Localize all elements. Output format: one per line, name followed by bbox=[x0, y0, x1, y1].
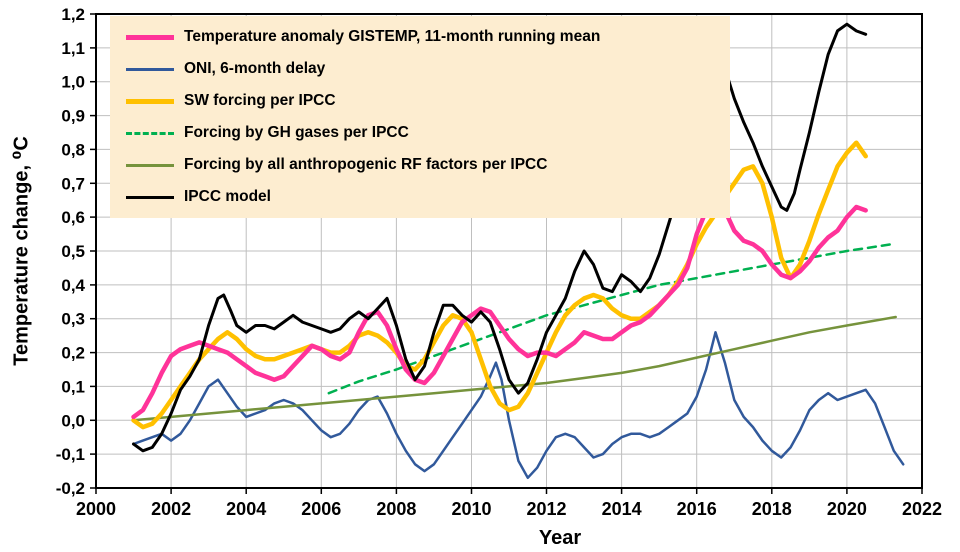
svg-text:0,6: 0,6 bbox=[61, 208, 85, 227]
svg-text:0,8: 0,8 bbox=[61, 140, 85, 159]
svg-text:0,4: 0,4 bbox=[61, 276, 85, 295]
svg-text:2018: 2018 bbox=[752, 499, 792, 519]
svg-text:-0,1: -0,1 bbox=[56, 445, 85, 464]
svg-text:0,1: 0,1 bbox=[61, 377, 85, 396]
svg-text:2014: 2014 bbox=[602, 499, 642, 519]
legend-label: Temperature anomaly GISTEMP, 11-month ru… bbox=[184, 28, 601, 45]
legend-line-sample bbox=[126, 163, 174, 167]
svg-text:1,0: 1,0 bbox=[61, 73, 85, 92]
svg-text:0,9: 0,9 bbox=[61, 107, 85, 126]
x-axis-title: Year bbox=[538, 527, 582, 549]
svg-text:2010: 2010 bbox=[451, 499, 491, 519]
svg-text:0,0: 0,0 bbox=[61, 411, 85, 430]
legend-item: Forcing by all anthropogenic RF factors … bbox=[126, 156, 714, 174]
legend-item: IPCC model bbox=[126, 188, 714, 206]
legend-line-sample bbox=[126, 195, 174, 199]
svg-text:0,7: 0,7 bbox=[61, 174, 85, 193]
legend-line-sample bbox=[126, 98, 174, 104]
svg-text:2020: 2020 bbox=[827, 499, 867, 519]
legend-item: ONI, 6-month delay bbox=[126, 60, 714, 78]
svg-text:2004: 2004 bbox=[226, 499, 266, 519]
y-axis-title: Temperature change, ⁰C bbox=[10, 136, 33, 366]
svg-text:-0,2: -0,2 bbox=[56, 479, 85, 498]
svg-text:0,5: 0,5 bbox=[61, 242, 85, 261]
legend-label: SW forcing per IPCC bbox=[184, 92, 336, 109]
legend-label: IPCC model bbox=[184, 188, 271, 205]
legend-line-sample bbox=[126, 131, 174, 135]
svg-text:2012: 2012 bbox=[526, 499, 566, 519]
legend-label: Forcing by all anthropogenic RF factors … bbox=[184, 156, 548, 173]
svg-text:2002: 2002 bbox=[151, 499, 191, 519]
svg-text:2016: 2016 bbox=[677, 499, 717, 519]
svg-text:0,3: 0,3 bbox=[61, 310, 85, 329]
legend-line-sample bbox=[126, 34, 174, 40]
legend-label: Forcing by GH gases per IPCC bbox=[184, 124, 409, 141]
legend-item: SW forcing per IPCC bbox=[126, 92, 714, 110]
svg-text:1,1: 1,1 bbox=[61, 39, 85, 58]
legend-line-sample bbox=[126, 67, 174, 71]
chart-legend: Temperature anomaly GISTEMP, 11-month ru… bbox=[110, 16, 730, 218]
legend-item: Temperature anomaly GISTEMP, 11-month ru… bbox=[126, 28, 714, 46]
svg-text:0,2: 0,2 bbox=[61, 344, 85, 363]
svg-text:1,2: 1,2 bbox=[61, 5, 85, 24]
svg-text:2022: 2022 bbox=[902, 499, 942, 519]
legend-item: Forcing by GH gases per IPCC bbox=[126, 124, 714, 142]
svg-text:2008: 2008 bbox=[376, 499, 416, 519]
svg-text:2006: 2006 bbox=[301, 499, 341, 519]
svg-text:2000: 2000 bbox=[76, 499, 116, 519]
legend-label: ONI, 6-month delay bbox=[184, 60, 326, 77]
